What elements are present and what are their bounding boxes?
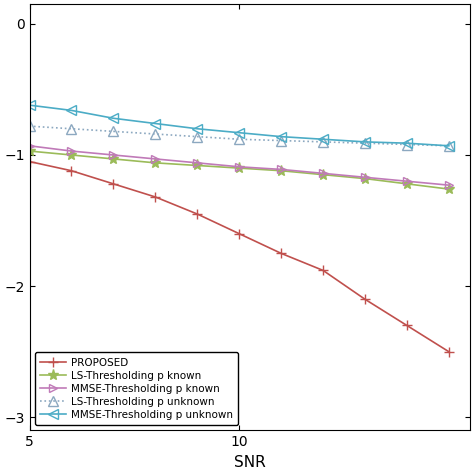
PROPOSED bbox=[153, 194, 158, 200]
MMSE-Thresholding p known bbox=[278, 166, 284, 172]
MMSE-Thresholding p known bbox=[110, 152, 116, 158]
LS-Thresholding p unknown bbox=[446, 143, 452, 149]
LS-Thresholding p known bbox=[278, 168, 284, 173]
LS-Thresholding p known bbox=[362, 176, 368, 182]
LS-Thresholding p unknown bbox=[362, 140, 368, 146]
PROPOSED bbox=[110, 181, 116, 187]
LS-Thresholding p known bbox=[320, 172, 326, 177]
PROPOSED bbox=[27, 159, 32, 164]
PROPOSED bbox=[404, 323, 410, 328]
MMSE-Thresholding p known bbox=[320, 171, 326, 176]
PROPOSED bbox=[446, 349, 452, 355]
MMSE-Thresholding p unknown bbox=[110, 116, 116, 121]
Line: LS-Thresholding p known: LS-Thresholding p known bbox=[24, 146, 455, 195]
LS-Thresholding p known bbox=[237, 165, 242, 171]
Line: LS-Thresholding p unknown: LS-Thresholding p unknown bbox=[25, 121, 454, 151]
LS-Thresholding p unknown bbox=[320, 139, 326, 145]
MMSE-Thresholding p unknown bbox=[27, 102, 32, 108]
MMSE-Thresholding p unknown bbox=[237, 130, 242, 136]
MMSE-Thresholding p unknown bbox=[362, 139, 368, 145]
LS-Thresholding p unknown bbox=[69, 126, 74, 132]
PROPOSED bbox=[362, 296, 368, 302]
LS-Thresholding p known bbox=[69, 152, 74, 158]
Line: MMSE-Thresholding p unknown: MMSE-Thresholding p unknown bbox=[25, 100, 454, 151]
LS-Thresholding p unknown bbox=[27, 123, 32, 129]
PROPOSED bbox=[320, 267, 326, 273]
MMSE-Thresholding p known bbox=[153, 156, 158, 162]
Line: PROPOSED: PROPOSED bbox=[25, 157, 454, 356]
LS-Thresholding p unknown bbox=[237, 137, 242, 142]
PROPOSED bbox=[237, 231, 242, 237]
LS-Thresholding p unknown bbox=[278, 138, 284, 144]
LS-Thresholding p unknown bbox=[404, 142, 410, 147]
PROPOSED bbox=[69, 168, 74, 173]
X-axis label: SNR: SNR bbox=[234, 455, 265, 470]
MMSE-Thresholding p unknown bbox=[153, 121, 158, 127]
LS-Thresholding p unknown bbox=[153, 131, 158, 137]
Line: MMSE-Thresholding p known: MMSE-Thresholding p known bbox=[26, 142, 453, 189]
MMSE-Thresholding p unknown bbox=[320, 137, 326, 142]
LS-Thresholding p unknown bbox=[194, 134, 200, 139]
MMSE-Thresholding p unknown bbox=[278, 134, 284, 139]
MMSE-Thresholding p known bbox=[27, 143, 32, 149]
MMSE-Thresholding p known bbox=[362, 174, 368, 180]
MMSE-Thresholding p unknown bbox=[194, 126, 200, 132]
MMSE-Thresholding p known bbox=[404, 178, 410, 184]
LS-Thresholding p known bbox=[446, 186, 452, 192]
LS-Thresholding p unknown bbox=[110, 128, 116, 134]
PROPOSED bbox=[278, 251, 284, 256]
PROPOSED bbox=[194, 211, 200, 217]
LS-Thresholding p known bbox=[27, 148, 32, 154]
Legend: PROPOSED, LS-Thresholding p known, MMSE-Thresholding p known, LS-Thresholding p : PROPOSED, LS-Thresholding p known, MMSE-… bbox=[35, 352, 238, 425]
LS-Thresholding p known bbox=[110, 156, 116, 162]
MMSE-Thresholding p known bbox=[446, 182, 452, 188]
MMSE-Thresholding p known bbox=[194, 160, 200, 166]
LS-Thresholding p known bbox=[194, 163, 200, 168]
MMSE-Thresholding p unknown bbox=[446, 143, 452, 149]
LS-Thresholding p known bbox=[404, 181, 410, 187]
MMSE-Thresholding p known bbox=[237, 164, 242, 170]
MMSE-Thresholding p unknown bbox=[69, 108, 74, 113]
MMSE-Thresholding p unknown bbox=[404, 140, 410, 146]
LS-Thresholding p known bbox=[153, 160, 158, 166]
MMSE-Thresholding p known bbox=[69, 148, 74, 154]
